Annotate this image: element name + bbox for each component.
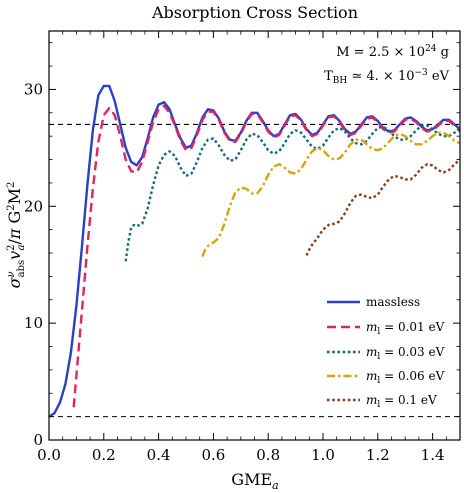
legend-label-2: ml = 0.03 eV <box>366 345 445 362</box>
x-tick-label: 1.4 <box>421 446 445 464</box>
x-tick-label: 1.2 <box>366 446 390 464</box>
series-line-2 <box>124 124 460 262</box>
x-tick-label: 1.0 <box>311 446 335 464</box>
legend-label-1: ml = 0.01 eV <box>366 320 445 337</box>
y-tick-label: 30 <box>24 80 43 98</box>
x-tick-label: 0.4 <box>147 446 171 464</box>
y-tick-label: 20 <box>24 197 43 215</box>
legend: massless ml = 0.01 eV ml = 0.03 eV ml = 0.0… <box>327 295 445 410</box>
y-tick-label: 0 <box>33 431 43 449</box>
series-layer <box>49 84 460 418</box>
x-tick-label: 0.2 <box>92 446 116 464</box>
x-tick-label: 0.0 <box>37 446 61 464</box>
x-tick-label: 0.8 <box>256 446 280 464</box>
series-line-1 <box>72 104 460 408</box>
y-tick-label: 10 <box>24 314 43 332</box>
series-line-3 <box>201 131 460 257</box>
reference-lines <box>49 123 460 418</box>
ticks-layer: 0.0 0.2 0.4 0.6 0.8 1.0 1.2 1.4 0 10 20 30 <box>24 31 461 464</box>
y-axis-label: σνabsv2a/π G2M2 <box>5 182 27 289</box>
legend-label-3: ml = 0.06 eV <box>366 369 445 386</box>
legend-label-0: massless <box>366 295 420 309</box>
chart-title: Absorption Cross Section <box>151 3 358 22</box>
x-axis-label: GMEa <box>231 470 278 492</box>
x-tick-label: 0.6 <box>201 446 225 464</box>
temperature-annotation: TBH ≃ 4. × 10−3 eV <box>324 68 450 86</box>
legend-label-4: ml = 0.1 eV <box>366 393 437 410</box>
mass-annotation: M = 2.5 × 1024 g <box>336 44 449 60</box>
series-line-4 <box>305 158 460 256</box>
